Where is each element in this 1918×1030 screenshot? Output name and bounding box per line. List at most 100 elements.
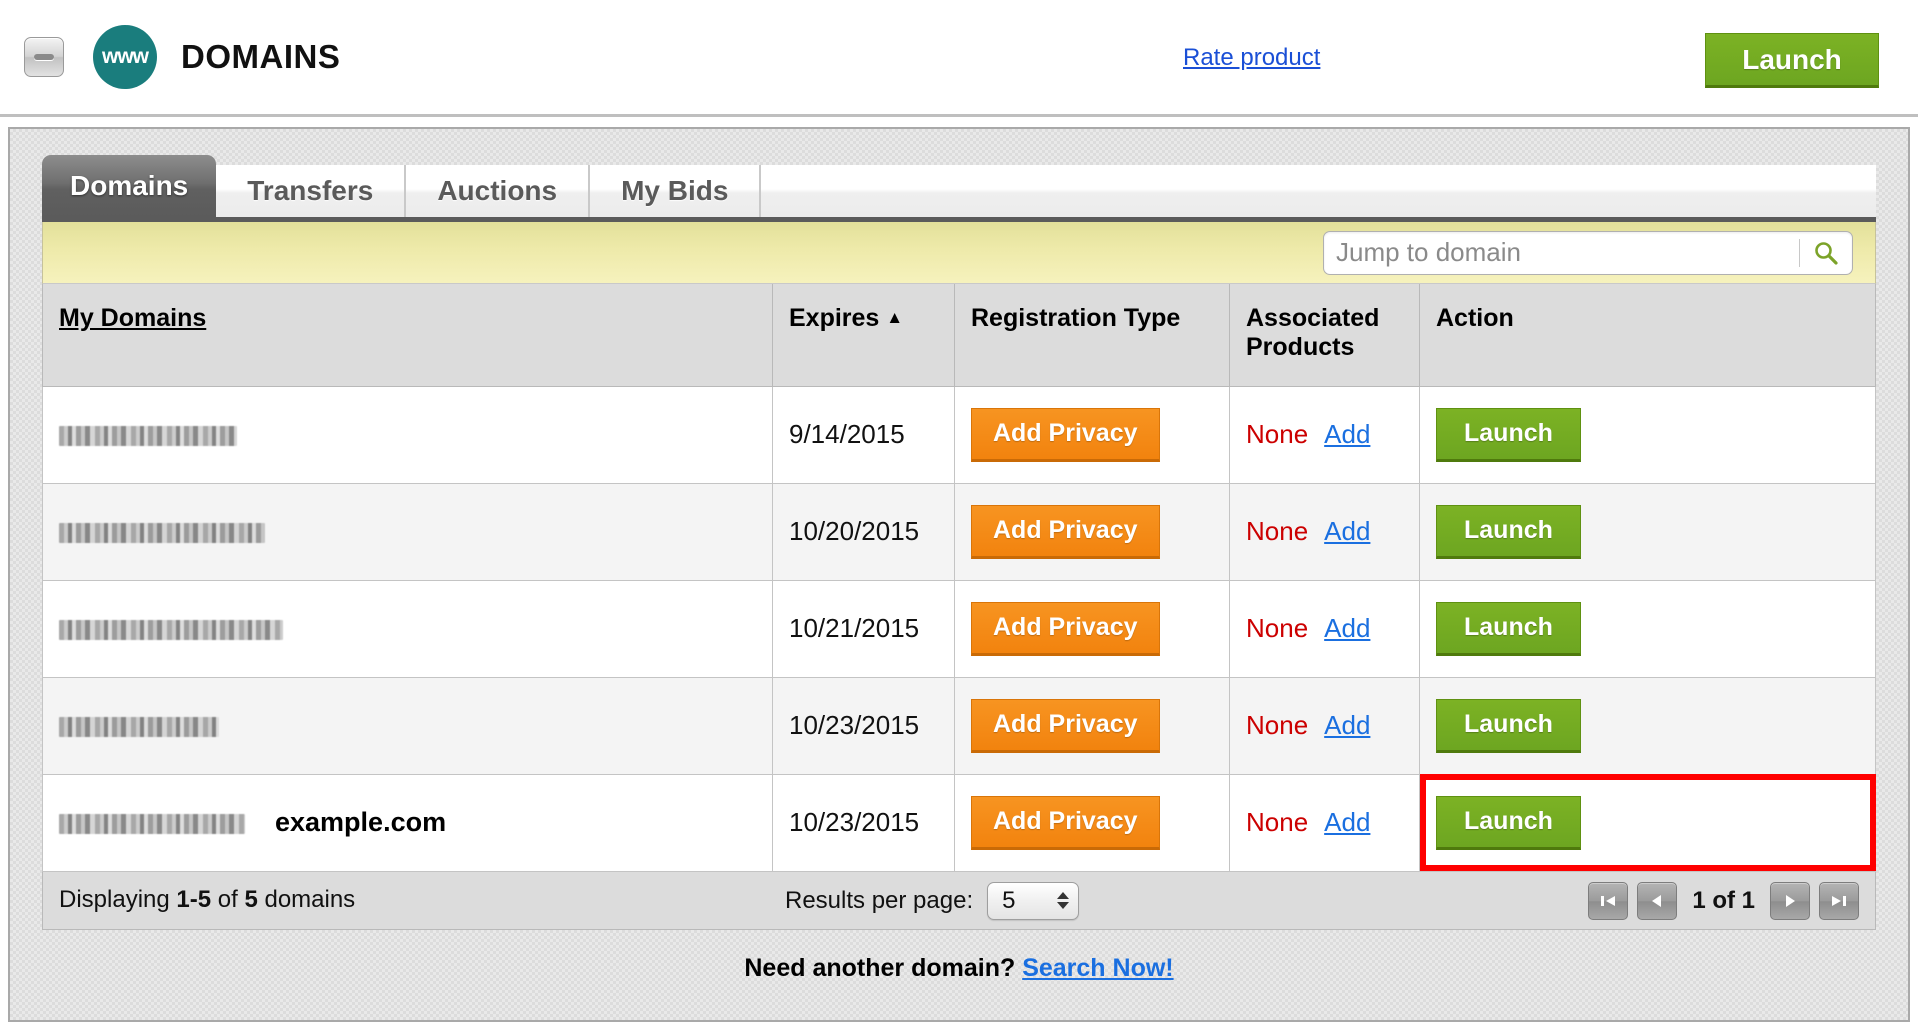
associated-products-cell: None Add bbox=[1229, 385, 1420, 484]
search-bar bbox=[42, 222, 1876, 284]
search-icon[interactable] bbox=[1800, 240, 1852, 266]
search-divider bbox=[1799, 238, 1800, 267]
registration-type-cell: Add Privacy bbox=[954, 385, 1230, 484]
registration-type-cell: Add Privacy bbox=[954, 482, 1230, 581]
registration-type-cell: Add Privacy bbox=[954, 676, 1230, 775]
launch-button[interactable]: Launch bbox=[1436, 601, 1581, 656]
associated-products-value: None bbox=[1246, 516, 1309, 546]
search-input[interactable] bbox=[1324, 237, 1799, 268]
results-per-page-label: Results per page: bbox=[785, 886, 974, 914]
rate-product-link[interactable]: Rate product bbox=[1183, 44, 1321, 71]
table-row: 10/21/2015 Add Privacy None Add Launch bbox=[42, 579, 1876, 678]
search-now-link[interactable]: Search Now! bbox=[1022, 953, 1174, 982]
associated-products-cell: None Add bbox=[1229, 579, 1420, 678]
associated-products-value: None bbox=[1246, 807, 1309, 837]
add-privacy-button[interactable]: Add Privacy bbox=[971, 407, 1160, 462]
page-title: DOMAINS bbox=[181, 38, 341, 75]
tab-my-bids[interactable]: My Bids bbox=[590, 165, 762, 217]
pagination-page-label: 1 of 1 bbox=[1692, 886, 1755, 914]
search-field-wrapper[interactable] bbox=[1323, 230, 1853, 275]
redacted-domain-name bbox=[59, 523, 265, 544]
displaying-status: Displaying 1-5 of 5 domains bbox=[59, 886, 355, 914]
expires-label: Expires bbox=[789, 304, 880, 332]
expires-cell: 9/14/2015 bbox=[772, 385, 955, 484]
tab-transfers[interactable]: Transfers bbox=[216, 165, 407, 217]
tab-domains[interactable]: Domains bbox=[42, 155, 217, 217]
action-cell: Launch bbox=[1419, 385, 1876, 484]
my-domains-sort-link[interactable]: My Domains bbox=[59, 304, 207, 332]
tab-auctions[interactable]: Auctions bbox=[406, 165, 591, 217]
displaying-total: 5 bbox=[244, 886, 258, 913]
sort-ascending-icon: ▲ bbox=[886, 308, 904, 327]
add-associated-product-link[interactable]: Add bbox=[1324, 710, 1371, 740]
domain-cell[interactable] bbox=[42, 579, 773, 678]
associated-products-cell: None Add bbox=[1229, 676, 1420, 775]
expires-cell: 10/20/2015 bbox=[772, 482, 955, 581]
pagination-first-button[interactable] bbox=[1588, 881, 1629, 920]
displaying-range: 1-5 bbox=[176, 886, 212, 913]
redacted-domain-name bbox=[59, 717, 219, 738]
tab-auctions-label: Auctions bbox=[437, 175, 558, 206]
add-privacy-button[interactable]: Add Privacy bbox=[971, 601, 1160, 656]
domain-cell[interactable] bbox=[42, 482, 773, 581]
redacted-domain-name bbox=[59, 426, 237, 447]
add-associated-product-link[interactable]: Add bbox=[1324, 516, 1371, 546]
need-domain-text: Need another domain? bbox=[744, 953, 1023, 982]
minimize-icon[interactable] bbox=[24, 37, 64, 77]
table-footer: Displaying 1-5 of 5 domains Results per … bbox=[42, 871, 1876, 930]
displaying-prefix: Displaying bbox=[59, 886, 177, 913]
launch-button[interactable]: Launch bbox=[1436, 407, 1581, 462]
column-header-expires[interactable]: Expires ▲ bbox=[772, 284, 955, 387]
domain-cell[interactable] bbox=[42, 385, 773, 484]
action-cell-highlighted: Launch bbox=[1419, 773, 1876, 872]
header-launch-button[interactable]: Launch bbox=[1705, 33, 1879, 88]
results-per-page-select[interactable]: 5 bbox=[987, 881, 1080, 920]
add-privacy-button[interactable]: Add Privacy bbox=[971, 504, 1160, 559]
logo-text: www bbox=[101, 45, 149, 68]
minimize-bar bbox=[34, 54, 54, 60]
associated-products-cell: None Add bbox=[1229, 482, 1420, 581]
pagination: 1 of 1 bbox=[1588, 872, 1859, 930]
associated-products-value: None bbox=[1246, 419, 1309, 449]
content-shell: Domains Transfers Auctions My Bids bbox=[8, 127, 1910, 1022]
column-header-my-domains[interactable]: My Domains bbox=[42, 284, 773, 387]
table-row: example.com 10/23/2015 Add Privacy None Add L… bbox=[42, 773, 1876, 872]
associated-products-value: None bbox=[1246, 613, 1309, 643]
tab-my-bids-label: My Bids bbox=[621, 175, 729, 206]
stepper-icon[interactable] bbox=[1057, 892, 1070, 909]
domains-table: My Domains Expires ▲ Registration Type A… bbox=[42, 284, 1876, 872]
associated-products-cell: None Add bbox=[1229, 773, 1420, 872]
redacted-domain-name bbox=[59, 814, 245, 835]
pagination-prev-button[interactable] bbox=[1637, 881, 1678, 920]
expires-cell: 10/21/2015 bbox=[772, 579, 955, 678]
add-associated-product-link[interactable]: Add bbox=[1324, 613, 1371, 643]
results-per-page-value: 5 bbox=[1002, 886, 1016, 914]
action-cell: Launch bbox=[1419, 482, 1876, 581]
table-row: 10/20/2015 Add Privacy None Add Launch bbox=[42, 482, 1876, 581]
tab-bar: Domains Transfers Auctions My Bids bbox=[42, 155, 1876, 217]
app-header: www DOMAINS Rate product Launch bbox=[0, 0, 1918, 117]
launch-button[interactable]: Launch bbox=[1436, 504, 1581, 559]
domain-cell[interactable] bbox=[42, 676, 773, 775]
column-header-registration-type: Registration Type bbox=[954, 284, 1230, 387]
table-row: 10/23/2015 Add Privacy None Add Launch bbox=[42, 676, 1876, 775]
expires-cell: 10/23/2015 bbox=[772, 676, 955, 775]
add-associated-product-link[interactable]: Add bbox=[1324, 807, 1371, 837]
tab-filler bbox=[761, 165, 1876, 217]
tab-transfers-label: Transfers bbox=[247, 175, 374, 206]
domains-logo-icon: www bbox=[93, 25, 157, 89]
action-cell: Launch bbox=[1419, 579, 1876, 678]
domain-cell[interactable]: example.com bbox=[42, 773, 773, 872]
launch-button[interactable]: Launch bbox=[1436, 795, 1581, 850]
column-header-action: Action bbox=[1419, 284, 1876, 387]
need-another-domain: Need another domain? Search Now! bbox=[42, 954, 1876, 983]
pagination-next-button[interactable] bbox=[1770, 881, 1810, 920]
add-associated-product-link[interactable]: Add bbox=[1324, 419, 1371, 449]
add-privacy-button[interactable]: Add Privacy bbox=[971, 795, 1160, 850]
launch-button[interactable]: Launch bbox=[1436, 698, 1581, 753]
redacted-domain-name bbox=[59, 620, 283, 641]
pagination-last-button[interactable] bbox=[1819, 881, 1859, 920]
add-privacy-button[interactable]: Add Privacy bbox=[971, 698, 1160, 753]
table-body: 9/14/2015 Add Privacy None Add Launch 10/20/2… bbox=[42, 385, 1876, 872]
column-header-associated-products: Associated Products bbox=[1229, 284, 1420, 387]
